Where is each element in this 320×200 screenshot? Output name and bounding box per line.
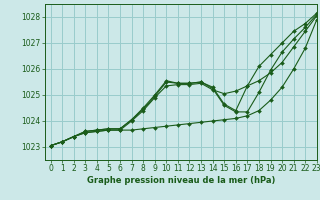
X-axis label: Graphe pression niveau de la mer (hPa): Graphe pression niveau de la mer (hPa) — [87, 176, 275, 185]
